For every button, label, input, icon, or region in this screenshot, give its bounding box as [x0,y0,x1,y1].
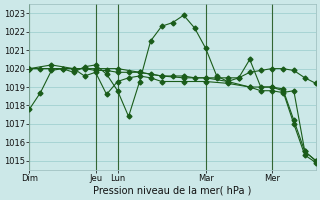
X-axis label: Pression niveau de la mer( hPa ): Pression niveau de la mer( hPa ) [93,186,252,196]
